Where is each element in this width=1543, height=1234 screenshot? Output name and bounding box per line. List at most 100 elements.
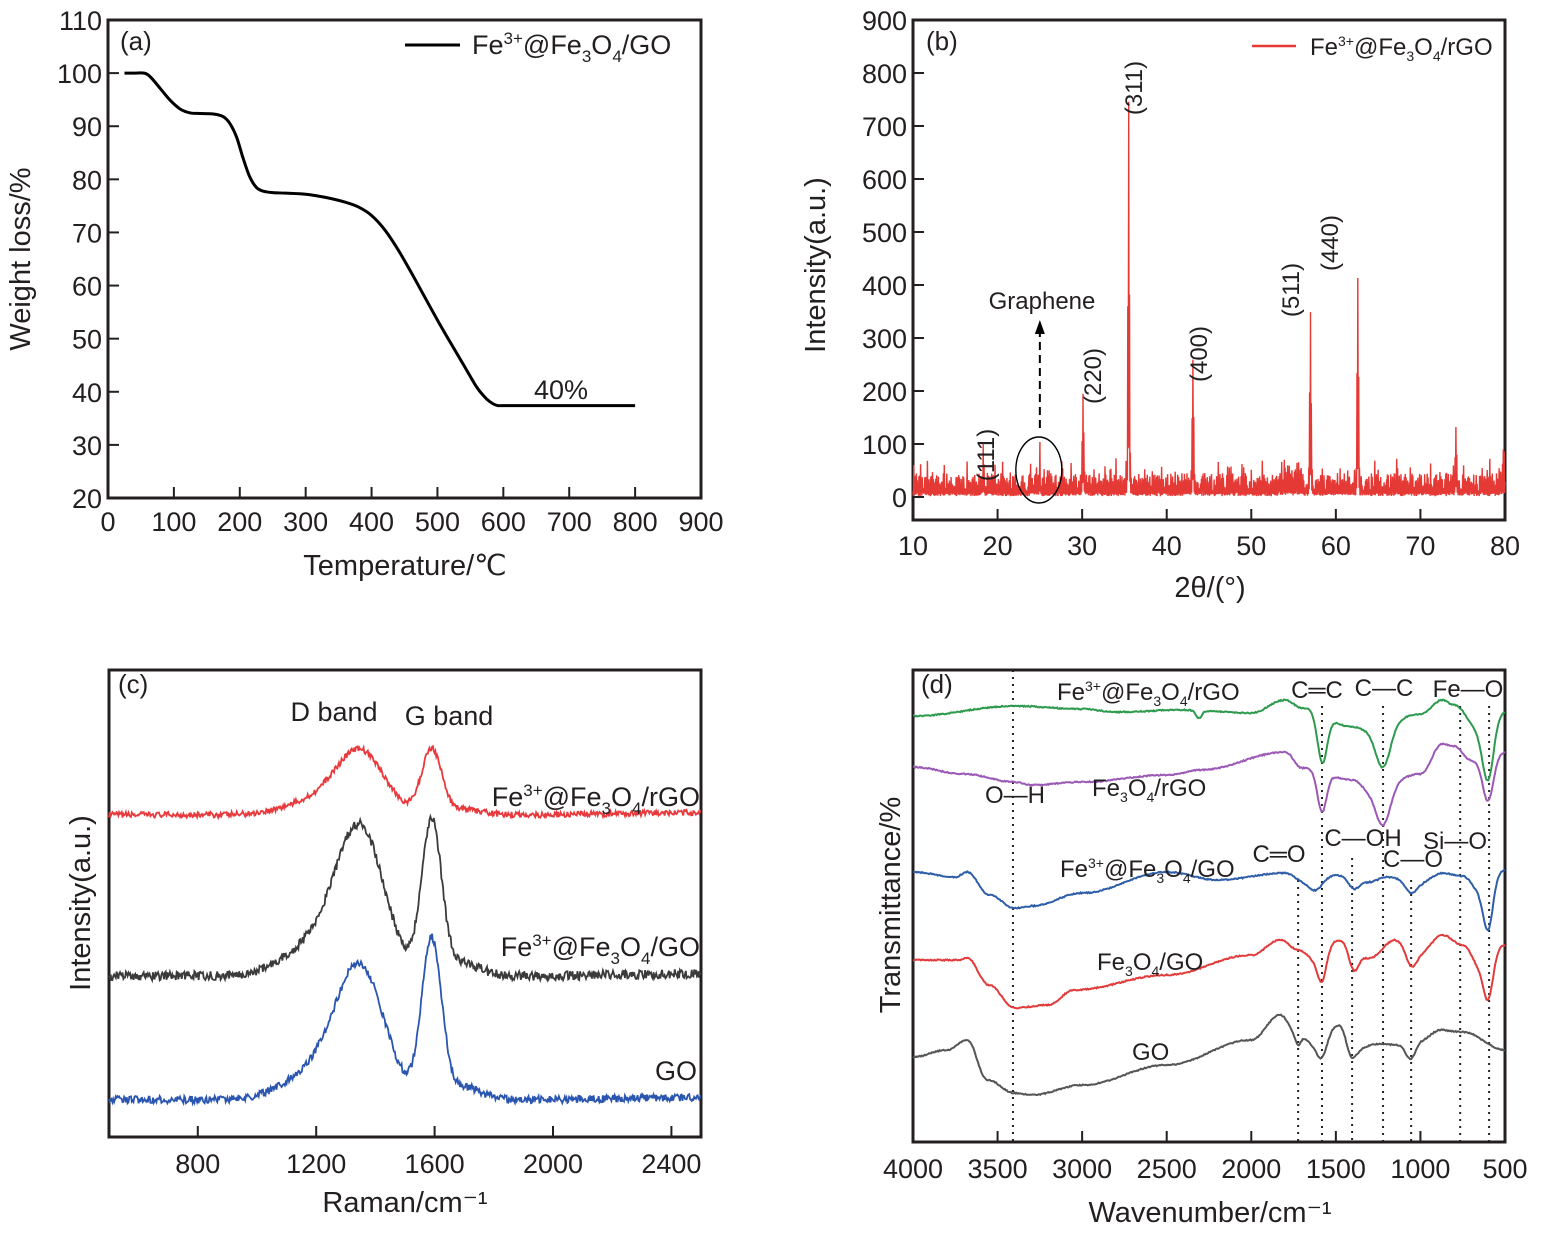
x-tick-label-b: 60 [1321, 531, 1351, 561]
x-tick-label-a: 0 [100, 507, 115, 537]
panel-a-tga: 0 100 200 300 400 500 600 700 800 900 20 30 40 50 60 70… [5, 6, 724, 582]
x-tick-label-d: 500 [1482, 1154, 1527, 1184]
annotation-d-band: D band [290, 697, 377, 727]
x-tick-label-b: 30 [1067, 531, 1097, 561]
plot-frame-c [107, 668, 703, 1139]
y-tick-label-a: 60 [72, 272, 102, 302]
y-tick-label-b: 600 [862, 165, 907, 195]
panel-label-b: (b) [926, 26, 958, 56]
x-tick-label-b: 20 [983, 531, 1013, 561]
y-tick-label-b: 700 [862, 112, 907, 142]
series-label-d-2: Fe3O4/rGO [1092, 775, 1206, 805]
x-axis-title-d: Wavenumber/cm⁻¹ [1088, 1197, 1331, 1229]
x-tick-label-a: 400 [349, 507, 394, 537]
y-tick-label-b: 400 [862, 271, 907, 301]
y-tick-label-b: 0 [892, 483, 907, 513]
x-tick-label-a: 300 [283, 507, 328, 537]
x-tick-label-d: 4000 [883, 1154, 943, 1184]
x-tick-label-d: 2000 [1221, 1154, 1281, 1184]
y-tick-label-a: 30 [72, 431, 102, 461]
bond-label: Si—O [1423, 828, 1487, 855]
x-tick-label-d: 3000 [1052, 1154, 1112, 1184]
y-tick-label-a: 80 [72, 165, 102, 195]
graphene-annotation: Graphene [989, 288, 1096, 315]
series-label-d-5: GO [1132, 1039, 1169, 1066]
series-line-ftir [913, 698, 1506, 782]
plot-frame-b [911, 18, 1507, 522]
x-tick-label-b: 40 [1152, 531, 1182, 561]
series-line-ftir [912, 869, 1506, 932]
graphene-arrow-head [1034, 320, 1045, 334]
series-label-d-3: Fe3+@Fe3O4/GO [1060, 855, 1235, 886]
peak-label: (440) [1317, 215, 1344, 271]
y-tick-label-a: 40 [72, 378, 102, 408]
annotation-40-percent: 40% [534, 375, 588, 405]
y-tick-label-b: 300 [862, 324, 907, 354]
y-axis-title-b: Intensity(a.u.) [800, 177, 832, 353]
y-tick-label-a: 100 [57, 59, 102, 89]
series-line-ftir [912, 933, 1506, 1010]
bond-label: C═O [1252, 841, 1305, 868]
panel-label-a: (a) [120, 26, 152, 56]
x-tick-label-d: 3500 [968, 1154, 1028, 1184]
panel-label-c: (c) [118, 669, 148, 699]
series-line-raman [108, 744, 702, 821]
series-line-ftir [912, 1013, 1506, 1096]
peak-label: (400) [1186, 326, 1213, 382]
bond-label: Fe—O [1433, 676, 1504, 703]
series-label-d-4: Fe3O4/GO [1097, 949, 1203, 979]
panel-c-raman: 800 1200 1600 2000 2400 (c) D band G band Fe… [65, 668, 703, 1219]
peak-label: (111) [973, 429, 1000, 481]
x-axis-title-b: 2θ/(°) [1174, 572, 1245, 604]
x-tick-label-c: 1600 [405, 1149, 465, 1179]
y-axis-title-a: Weight loss/% [5, 167, 37, 350]
graphene-ellipse [1015, 436, 1063, 504]
series-line-raman [108, 933, 702, 1107]
x-tick-label-b: 70 [1405, 531, 1435, 561]
legend-label-b: Fe3+@Fe3O4/rGO [1310, 33, 1493, 64]
x-tick-label-d: 1000 [1390, 1154, 1450, 1184]
peak-label: (511) [1278, 263, 1305, 317]
x-tick-label-c: 2000 [523, 1149, 583, 1179]
y-tick-label-a: 70 [72, 218, 102, 248]
y-tick-label-a: 110 [59, 6, 102, 36]
y-tick-label-b: 900 [862, 6, 907, 36]
y-tick-label-b: 800 [862, 59, 907, 89]
peak-label: (220) [1080, 348, 1107, 404]
series-line-xrd [912, 101, 1506, 497]
annotation-g-band: G band [405, 701, 494, 731]
y-axis-title-c: Intensity(a.u.) [65, 815, 97, 991]
x-tick-label-d: 2500 [1137, 1154, 1197, 1184]
x-tick-label-a: 600 [481, 507, 526, 537]
x-tick-label-a: 200 [217, 507, 262, 537]
y-tick-label-b: 200 [862, 377, 907, 407]
x-tick-label-b: 10 [898, 531, 928, 561]
bond-label: C—C [1355, 675, 1414, 702]
x-axis-title-c: Raman/cm⁻¹ [322, 1187, 488, 1219]
series-label-c-go-composite: Fe3+@Fe3O4/GO [501, 931, 700, 968]
x-tick-label-c: 2400 [641, 1149, 701, 1179]
x-tick-label-c: 1200 [286, 1149, 346, 1179]
y-tick-label-a: 20 [72, 484, 102, 514]
y-tick-label-a: 90 [72, 112, 102, 142]
peak-label: (311) [1121, 61, 1148, 115]
y-tick-label-b: 100 [862, 430, 907, 460]
x-tick-label-d: 1500 [1306, 1154, 1366, 1184]
plot-frame-a [106, 18, 703, 500]
x-tick-label-b: 50 [1236, 531, 1266, 561]
y-tick-label-b: 500 [862, 218, 907, 248]
bond-label: C—OH [1324, 825, 1401, 852]
x-tick-label-a: 800 [613, 507, 658, 537]
bond-label: O—H [985, 782, 1045, 809]
x-tick-label-a: 700 [547, 507, 592, 537]
plot-frame-d [911, 668, 1507, 1144]
series-label-c-rgo: Fe3+@Fe3O4/rGO [492, 781, 700, 818]
series-line-tga [124, 71, 636, 408]
panel-label-d: (d) [921, 669, 953, 699]
panel-b-xrd: 10 20 30 40 50 60 70 80010020030040050060070080… [800, 6, 1520, 604]
x-tick-label-b: 80 [1490, 531, 1520, 561]
x-tick-label-a: 500 [415, 507, 460, 537]
y-axis-title-d: Transmittance/% [875, 797, 907, 1014]
legend-label-a: Fe3+@Fe3O4/GO [472, 29, 671, 66]
series-label-d-1: Fe3+@Fe3O4/rGO [1057, 678, 1240, 709]
